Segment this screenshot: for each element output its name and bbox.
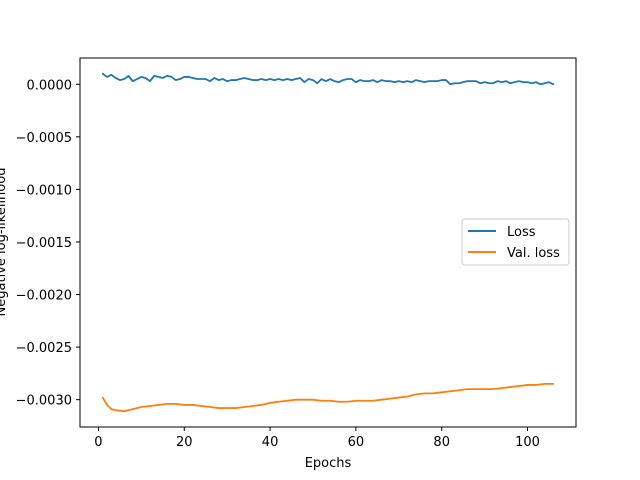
legend-label-val-loss: Val. loss [507, 246, 560, 261]
y-axis: 0.0000 −0.0005 −0.0010 −0.0015 −0.0020 −0.002… [16, 78, 80, 409]
x-tick-label: 0 [94, 435, 102, 450]
y-tick-label: −0.0030 [16, 394, 72, 409]
axes-frame [79, 57, 577, 428]
series-line-val-loss [101, 382, 555, 413]
y-axis-label: Negative log-likelihood [0, 168, 9, 317]
legend: Loss Val. loss [461, 218, 570, 266]
x-tick-label: 80 [433, 435, 450, 450]
x-tick-label: 100 [515, 435, 540, 450]
x-axis: 0 20 40 60 80 100 [94, 427, 540, 450]
x-tick-label: 60 [348, 435, 365, 450]
series-line-loss [101, 72, 555, 86]
y-tick-label: −0.0015 [16, 236, 72, 251]
plot-area [101, 72, 555, 413]
x-tick-label: 40 [262, 435, 279, 450]
y-tick-label: −0.0010 [16, 183, 72, 198]
x-tick-label: 20 [176, 435, 193, 450]
y-tick-label: −0.0020 [16, 289, 72, 304]
y-tick-label: −0.0005 [16, 131, 72, 146]
legend-label-loss: Loss [507, 225, 536, 240]
y-tick-label: 0.0000 [27, 78, 73, 93]
x-axis-label: Epochs [305, 456, 352, 471]
y-tick-label: −0.0025 [16, 341, 72, 356]
